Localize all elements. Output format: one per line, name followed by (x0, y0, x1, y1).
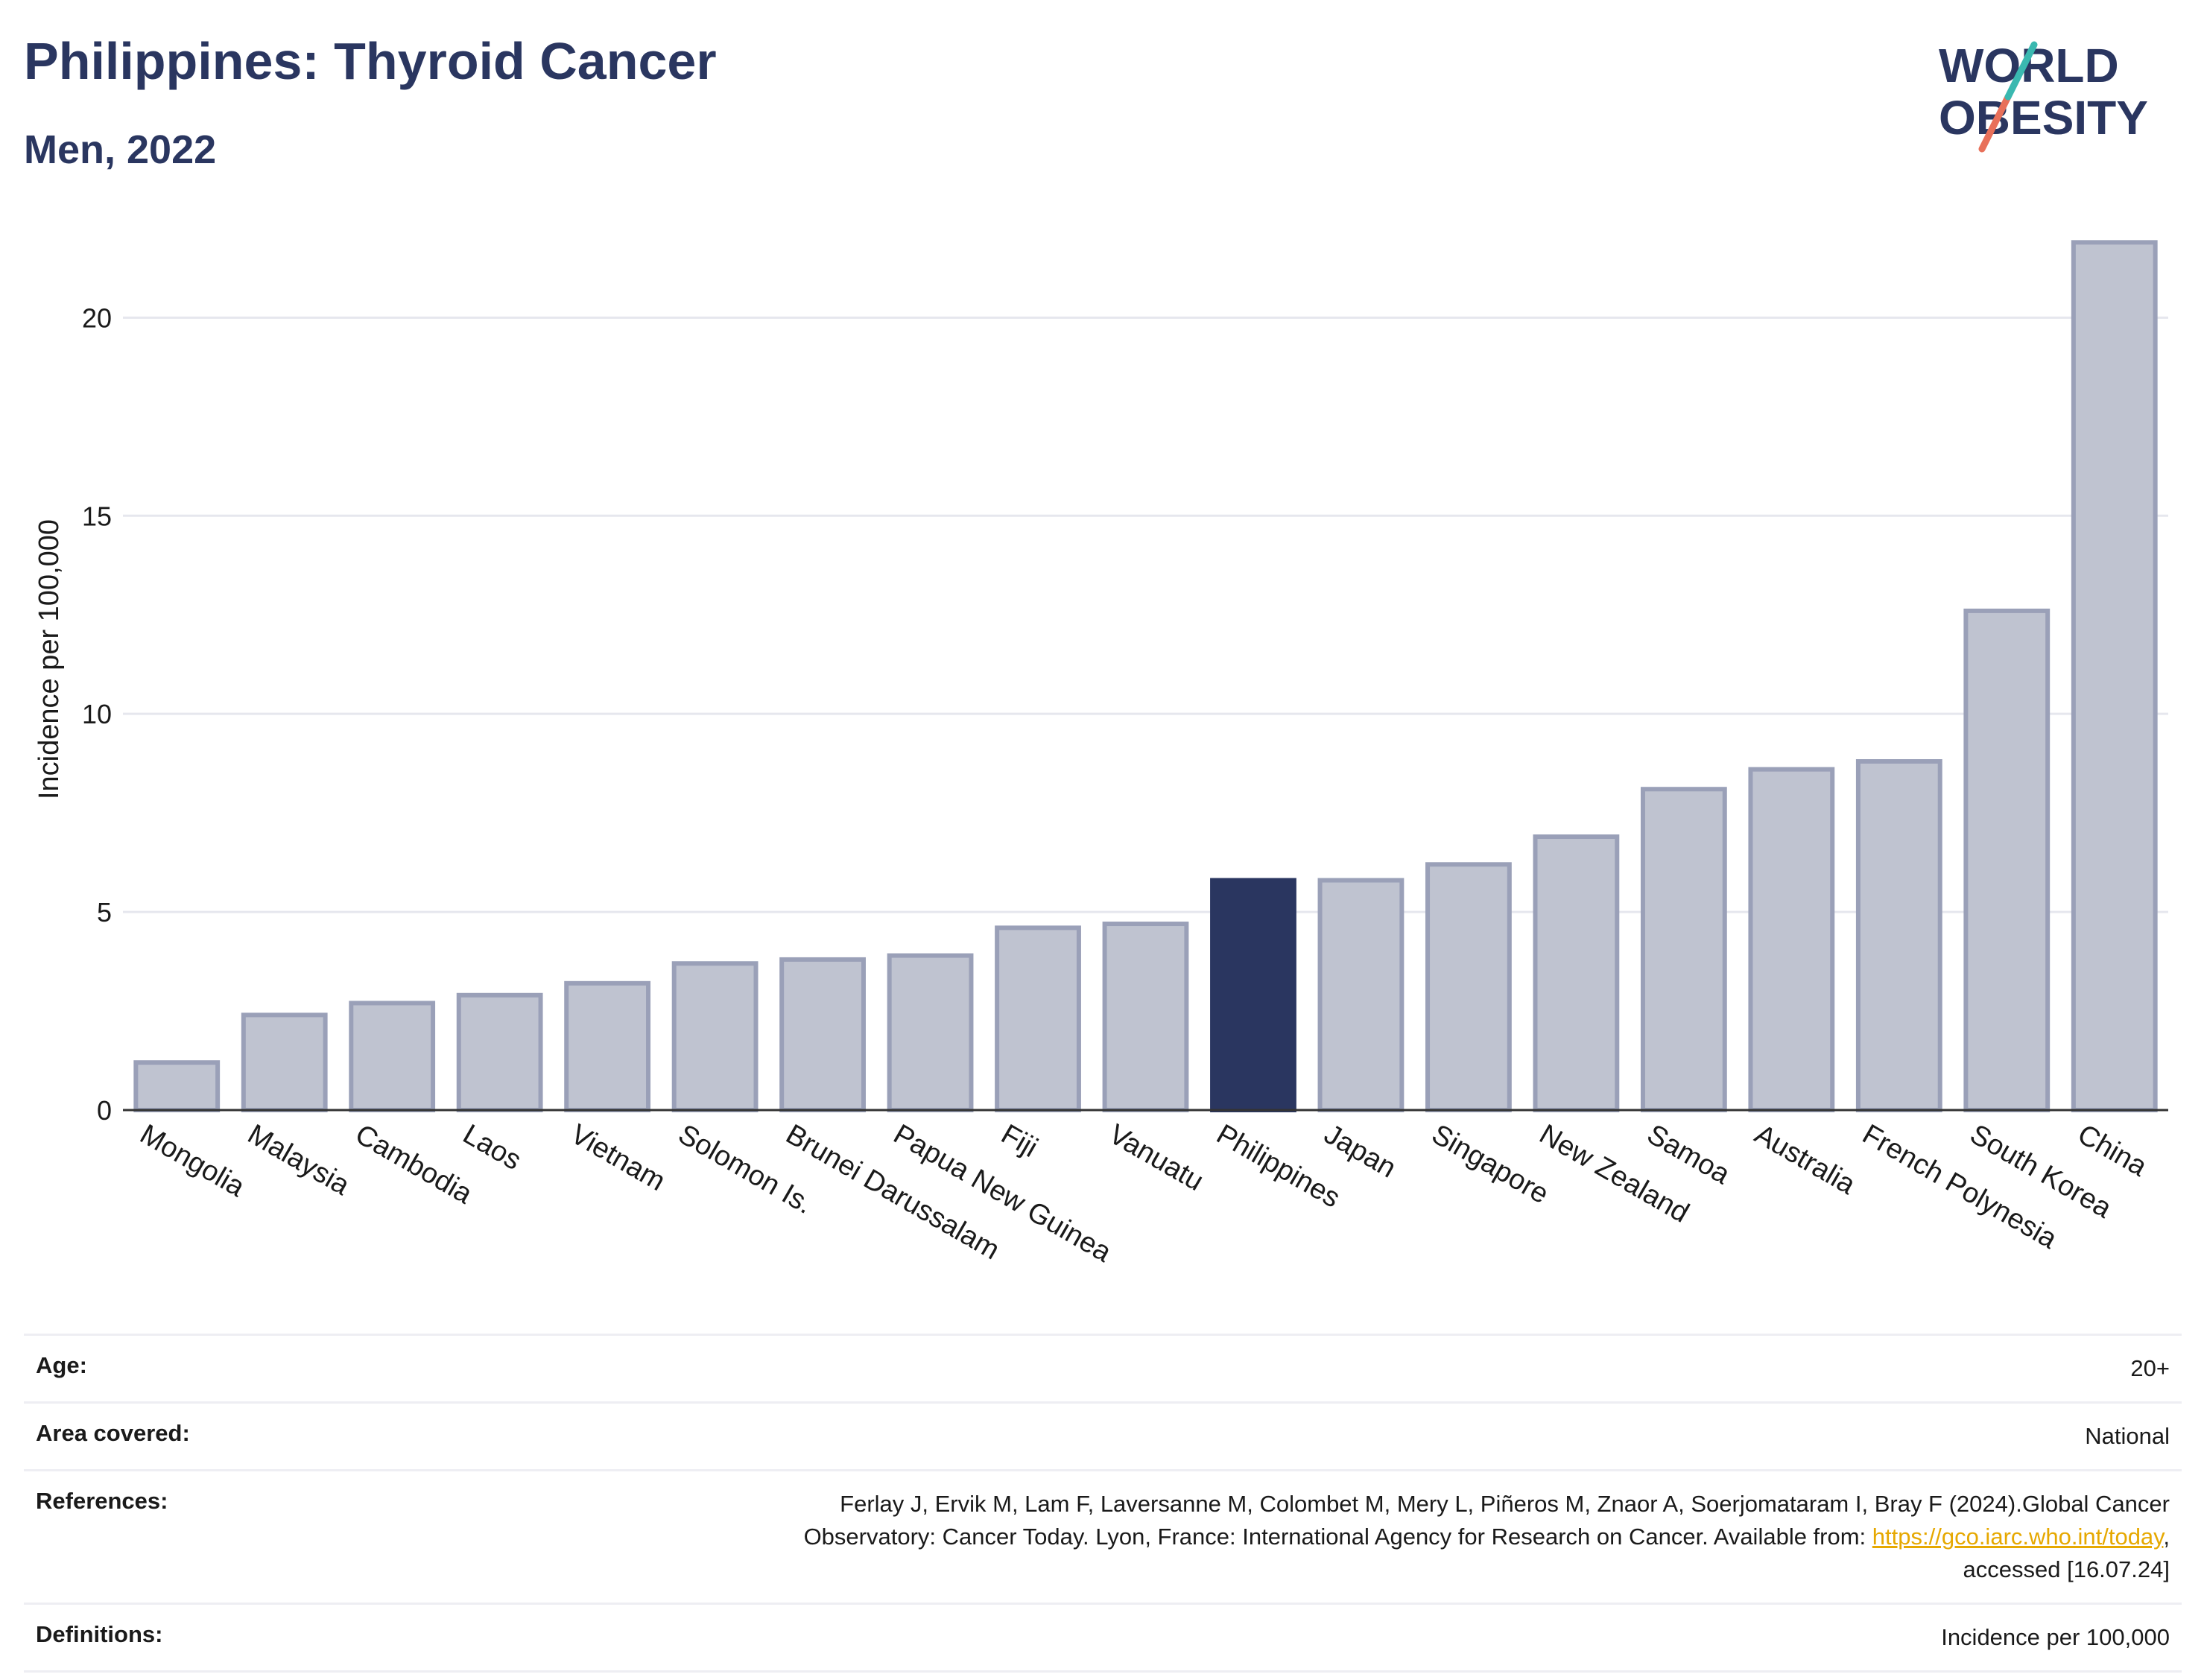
bar-brunei-darussalam[interactable] (779, 957, 866, 1112)
bar-papua-new-guinea[interactable] (887, 953, 974, 1113)
bar-french-polynesia[interactable] (1855, 759, 1942, 1112)
area-label: Area covered: (36, 1420, 190, 1446)
references-line-2: Observatory: Cancer Today. Lyon, France:… (803, 1524, 1872, 1550)
y-tick-label: 5 (97, 897, 112, 928)
bar-singapore[interactable] (1425, 862, 1512, 1112)
area-value: National (2085, 1423, 2170, 1449)
info-row-references: References: Ferlay J, Ervik M, Lam F, La… (24, 1469, 2182, 1603)
references-value: Ferlay J, Ervik M, Lam F, Laversanne M, … (804, 1488, 2170, 1586)
bar-mongolia[interactable] (133, 1060, 221, 1112)
y-tick-label: 0 (97, 1095, 112, 1126)
x-tick-label: Cambodia (350, 1118, 478, 1210)
references-line-3: accessed [16.07.24] (1963, 1556, 2170, 1582)
bar-fiji[interactable] (995, 925, 1081, 1113)
bar-new-zealand[interactable] (1533, 834, 1620, 1112)
age-value: 20+ (2130, 1355, 2170, 1381)
references-link[interactable]: https://gco.iarc.who.int/today (1872, 1524, 2164, 1550)
y-axis-label: Incidence per 100,000 (34, 519, 65, 799)
x-tick-label: Vietnam (566, 1118, 671, 1197)
logo-slash-coral (1978, 93, 2012, 153)
chart-title: Philippines: Thyroid Cancer (24, 32, 717, 90)
x-tick-label: Japan (1319, 1118, 1402, 1184)
logo-text-world: WORLD (1939, 39, 2119, 92)
chart-subtitle: Men, 2022 (24, 127, 217, 172)
definitions-value: Incidence per 100,000 (1941, 1624, 2170, 1650)
x-tick-label: Mongolia (135, 1118, 250, 1203)
x-tick-label: Laos (457, 1118, 526, 1176)
x-tick-label: Australia (1749, 1118, 1861, 1201)
x-tick-label: Fiji (996, 1118, 1043, 1164)
info-row-definitions: Definitions: Incidence per 100,000 (24, 1603, 2182, 1673)
world-obesity-logo: WORLD OBESITY (1939, 39, 2148, 153)
bar-south-korea[interactable] (1963, 608, 2051, 1112)
y-tick-label: 15 (82, 501, 112, 531)
bar-solomon-is-[interactable] (671, 961, 759, 1113)
info-row-area: Area covered: National (24, 1401, 2182, 1469)
x-tick-label: Malaysia (242, 1118, 355, 1202)
info-row-age: Age: 20+ (24, 1334, 2182, 1401)
x-tick-label: French Polynesia (1857, 1118, 2062, 1255)
bar-cambodia[interactable] (349, 1001, 436, 1112)
bar-philippines[interactable] (1210, 878, 1296, 1112)
info-table: Age: 20+ Area covered: National Referenc… (24, 1334, 2182, 1673)
logo-slash-teal (2004, 41, 2038, 101)
definitions-label: Definitions: (36, 1621, 163, 1647)
references-line-2-end: , (2163, 1524, 2170, 1550)
y-axis-ticks: 0 5 10 15 20 (82, 302, 112, 1126)
x-tick-label: Philippines (1211, 1118, 1345, 1214)
x-tick-label: Singapore (1426, 1118, 1554, 1210)
bar-japan[interactable] (1317, 878, 1405, 1112)
references-line-1: Ferlay J, Ervik M, Lam F, Laversanne M, … (840, 1491, 2170, 1517)
bar-vietnam[interactable] (564, 980, 651, 1113)
age-label: Age: (36, 1352, 87, 1378)
x-tick-label: Vanuatu (1103, 1118, 1209, 1197)
bar-china[interactable] (2071, 240, 2158, 1112)
y-tick-label: 10 (82, 699, 112, 729)
logo-text-obesity: OBESITY (1939, 91, 2148, 145)
references-label: References: (36, 1488, 168, 1514)
bar-australia[interactable] (1748, 767, 1835, 1112)
bars (133, 240, 2158, 1113)
bar-laos[interactable] (456, 992, 543, 1112)
bar-malaysia[interactable] (241, 1012, 328, 1113)
x-tick-label: China (2072, 1118, 2153, 1182)
bar-samoa[interactable] (1640, 787, 1727, 1113)
y-tick-label: 20 (82, 302, 112, 333)
bar-vanuatu[interactable] (1102, 922, 1189, 1112)
